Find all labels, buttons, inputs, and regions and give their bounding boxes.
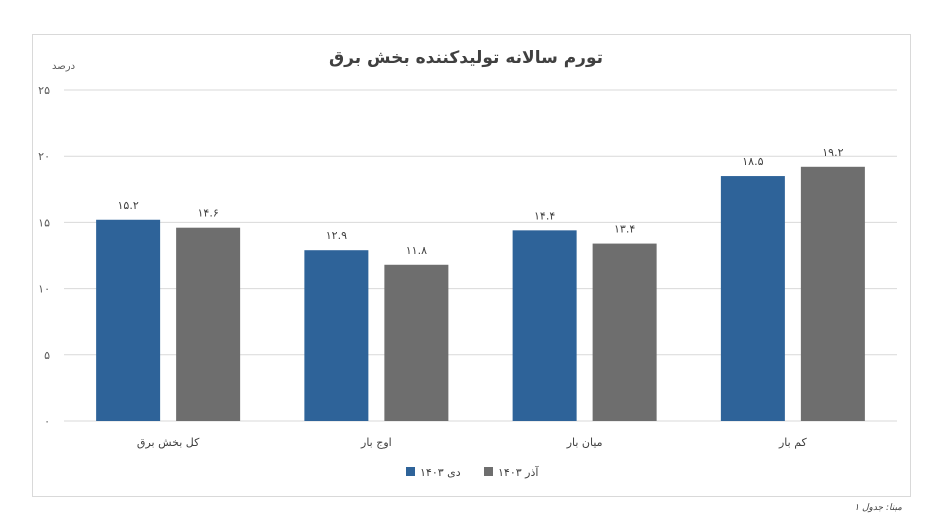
- bar: [176, 227, 241, 421]
- bar: [384, 264, 449, 421]
- data-label: ۱۱.۸: [406, 244, 427, 257]
- x-tick-label: اوج بار: [360, 436, 392, 449]
- bar: [800, 166, 865, 421]
- y-tick-label: ۱۵: [38, 216, 50, 229]
- y-tick-label: ۵: [44, 349, 50, 362]
- y-tick-label: ۰: [44, 415, 50, 428]
- data-label: ۱۴.۴: [534, 209, 555, 222]
- y-tick-label: ۱۰: [38, 283, 50, 296]
- bar: [304, 250, 369, 421]
- x-tick-label: میان بار: [566, 436, 603, 449]
- legend-label: دی ۱۴۰۳: [420, 466, 461, 479]
- y-tick-label: ۲۵: [38, 84, 50, 97]
- y-axis-label: درصد: [52, 61, 76, 72]
- x-tick-label: کل بخش برق: [137, 436, 200, 449]
- x-tick-label: کم بار: [778, 436, 808, 449]
- chart-title: تورم سالانه تولیدکننده بخش برق: [328, 48, 604, 68]
- bar: [512, 230, 577, 421]
- bar: [720, 176, 785, 421]
- y-tick-label: ۲۰: [38, 150, 50, 163]
- data-label: ۱۴.۶: [198, 207, 219, 220]
- legend-swatch: [484, 467, 493, 476]
- legend-label: آذر ۱۴۰۳: [498, 465, 539, 479]
- data-label: ۱۵.۲: [118, 199, 139, 212]
- bar: [96, 219, 161, 421]
- legend-swatch: [406, 467, 415, 476]
- data-label: ۱۲.۹: [326, 229, 347, 242]
- data-label: ۱۳.۴: [614, 223, 635, 236]
- data-label: ۱۸.۵: [742, 155, 763, 168]
- source-note: مبنا: جدول ۱: [854, 503, 902, 513]
- data-label: ۱۹.۲: [822, 146, 843, 159]
- bar: [592, 243, 657, 421]
